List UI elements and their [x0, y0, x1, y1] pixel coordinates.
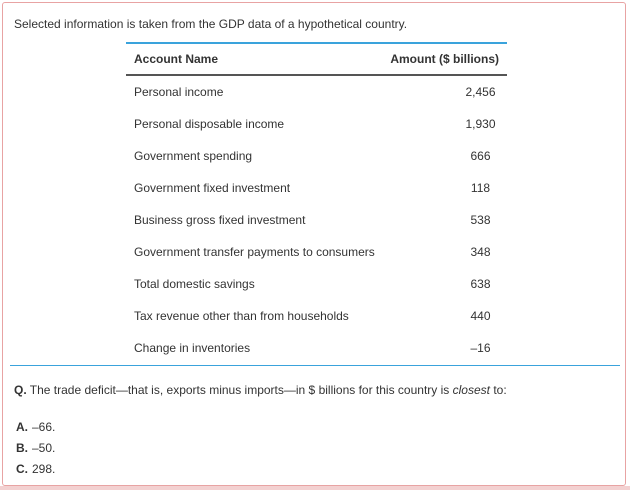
row-amount: 638 [470, 277, 491, 291]
row-account-name: Government fixed investment [134, 181, 291, 195]
row-account-name: Total domestic savings [134, 277, 255, 291]
header-amount: Amount ($ billions) [390, 52, 499, 66]
table-row: Business gross fixed investment 538 [126, 204, 507, 236]
table-row: Total domestic savings 638 [126, 268, 507, 300]
table-row: Government spending 666 [126, 140, 507, 172]
row-account-name: Personal disposable income [134, 117, 285, 131]
row-account-name: Government spending [134, 149, 253, 163]
header-account-name: Account Name [134, 52, 219, 66]
answer-options: A. –66. B. –50. C. 298. [16, 417, 55, 480]
option-text: –66. [32, 420, 56, 434]
row-amount: 118 [470, 181, 491, 195]
question-card: Selected information is taken from the G… [2, 2, 626, 486]
table-row: Government transfer payments to consumer… [126, 236, 507, 268]
option-letter: A. [16, 420, 28, 434]
row-account-name: Government transfer payments to consumer… [134, 245, 375, 259]
option-b[interactable]: B. –50. [16, 438, 55, 459]
question-emphasis: closest [452, 383, 490, 397]
row-amount: 538 [470, 213, 491, 227]
question-tail: to: [489, 383, 507, 397]
row-account-name: Tax revenue other than from households [134, 309, 349, 323]
row-account-name: Personal income [134, 85, 224, 99]
row-amount: 348 [470, 245, 491, 259]
row-amount: 666 [470, 149, 491, 163]
next-card-edge [0, 486, 630, 490]
row-account-name: Business gross fixed investment [134, 213, 306, 227]
table-row: Personal disposable income 1,930 [126, 108, 507, 140]
table-row: Government fixed investment 118 [126, 172, 507, 204]
option-text: –50. [32, 441, 56, 455]
row-amount: 1,930 [465, 117, 496, 131]
table-header: Account Name Amount ($ billions) [126, 42, 507, 76]
option-a[interactable]: A. –66. [16, 417, 55, 438]
option-c[interactable]: C. 298. [16, 459, 55, 480]
question-label: Q. [14, 383, 27, 397]
row-amount: 2,456 [465, 85, 496, 99]
row-account-name: Change in inventories [134, 341, 251, 355]
gdp-data-table: Account Name Amount ($ billions) Persona… [126, 42, 507, 364]
table-row: Tax revenue other than from households 4… [126, 300, 507, 332]
question-text: Q. The trade deficit—that is, exports mi… [14, 383, 507, 397]
option-letter: B. [16, 441, 28, 455]
row-amount: –16 [470, 341, 491, 355]
option-text: 298. [32, 462, 56, 476]
row-amount: 440 [470, 309, 491, 323]
table-row: Change in inventories –16 [126, 332, 507, 364]
table-row: Personal income 2,456 [126, 76, 507, 108]
intro-text: Selected information is taken from the G… [14, 17, 408, 31]
section-divider [10, 365, 620, 366]
option-letter: C. [16, 462, 28, 476]
question-body: The trade deficit—that is, exports minus… [26, 383, 453, 397]
